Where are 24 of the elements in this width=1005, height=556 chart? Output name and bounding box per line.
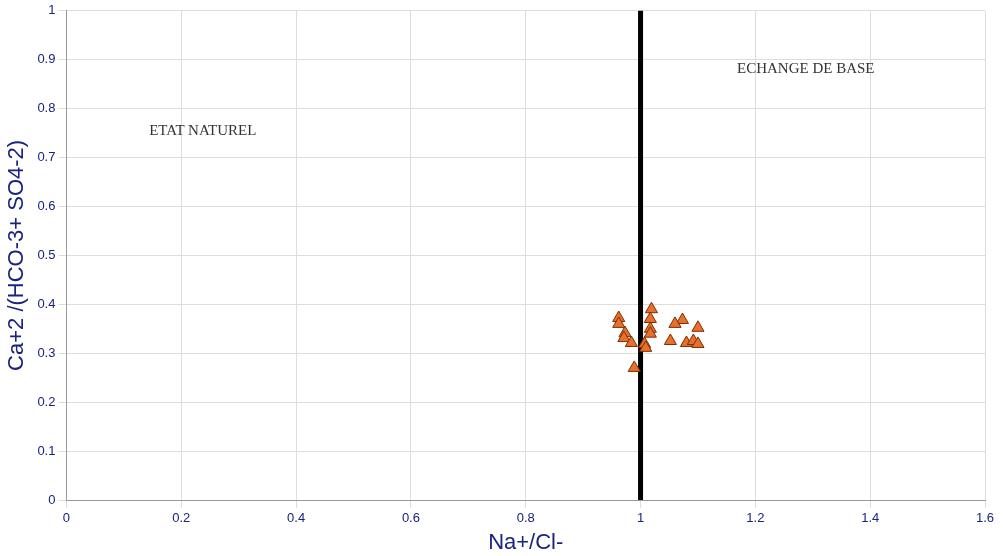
x-tick-label: 1.4 <box>861 510 880 526</box>
x-axis-title: Na+/Cl- <box>488 528 564 554</box>
annotation: ECHANGE DE BASE <box>737 59 875 76</box>
y-tick-label: 0.9 <box>37 51 56 67</box>
y-tick-label: 0.7 <box>37 149 56 165</box>
y-tick-label: 1 <box>48 2 56 18</box>
y-tick-label: 0.8 <box>37 100 56 116</box>
y-tick-label: 0 <box>48 491 56 507</box>
x-tick-label: 0 <box>62 510 71 526</box>
y-tick-label: 0.1 <box>37 442 56 458</box>
x-tick-label: 0.4 <box>287 510 306 526</box>
x-tick-label: 1 <box>636 510 645 526</box>
x-tick-label: 0.8 <box>516 510 535 526</box>
y-tick-label: 0.4 <box>37 295 56 311</box>
x-tick-label: 1.2 <box>746 510 765 526</box>
y-tick-label: 0.3 <box>37 344 56 360</box>
x-tick-label: 0.6 <box>401 510 420 526</box>
annotation: ETAT NATUREL <box>149 121 257 138</box>
y-axis-title: Ca+2 /(HCO-3+ SO4-2) <box>3 139 29 371</box>
y-tick-label: 0.6 <box>37 198 56 214</box>
x-tick-label: 1.6 <box>975 510 995 526</box>
y-tick-label: 0.5 <box>37 246 56 262</box>
y-tick-label: 0.2 <box>37 393 56 409</box>
x-tick-label: 0.2 <box>172 510 191 526</box>
